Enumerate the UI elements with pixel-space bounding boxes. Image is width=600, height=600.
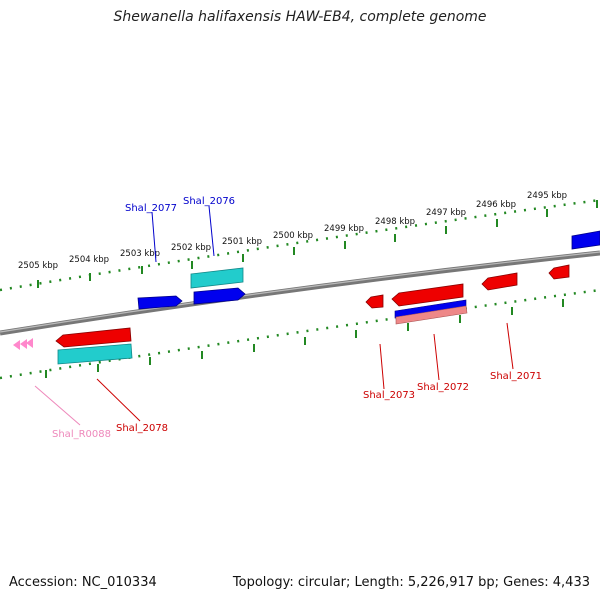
- outer-tick-ring: [0, 198, 600, 292]
- gene-label-shal-2073[interactable]: Shal_2073: [363, 390, 415, 401]
- gene-red-right-feature[interactable]: [548, 264, 570, 280]
- rna-shal-r0088-feature[interactable]: [20, 339, 27, 349]
- kbp-label: 2504 kbp: [69, 255, 109, 265]
- gene-shal-2073-feature[interactable]: [365, 294, 384, 309]
- accession-text: Accession: NC_010334: [9, 575, 157, 590]
- rna-features: [13, 338, 33, 350]
- kbp-label: 2503 kbp: [120, 249, 160, 259]
- kbp-label: 2505 kbp: [18, 261, 58, 271]
- rna-shal-r0088-feature[interactable]: [13, 340, 20, 350]
- kbp-label: 2501 kbp: [222, 237, 262, 247]
- rna-shal-r0088-feature[interactable]: [26, 338, 33, 348]
- genome-info-text: Topology: circular; Length: 5,226,917 bp…: [232, 575, 590, 590]
- kbp-label: 2498 kbp: [375, 217, 415, 227]
- gene-shal-2072-pink-feature[interactable]: [395, 305, 468, 325]
- gene-label-shal-2071[interactable]: Shal_2071: [490, 371, 542, 382]
- kbp-label: 2495 kbp: [527, 191, 567, 201]
- forward-cds-features: [137, 230, 600, 319]
- genome-backbone-highlight: [0, 251, 600, 333]
- gene-shal-2077-feature[interactable]: [137, 295, 183, 310]
- inner-major-ticks: [45, 299, 564, 378]
- gene-shal-2071-feature[interactable]: [481, 272, 518, 291]
- gene-label-shal-r0088[interactable]: Shal_R0088: [52, 429, 111, 440]
- outer-major-ticks: [37, 200, 598, 288]
- cyan-features: [57, 267, 244, 365]
- gene-shal-2076-feature[interactable]: [193, 287, 246, 305]
- gene-shal-2078-cyan-feature[interactable]: [57, 343, 133, 365]
- inner-tick-ring: [0, 288, 600, 380]
- kbp-label: 2497 kbp: [426, 208, 466, 218]
- leader-lines: [34, 205, 514, 426]
- map-title: Shewanella halifaxensis HAW-EB4, complet…: [113, 9, 487, 25]
- gene-label-shal-2078[interactable]: Shal_2078: [116, 423, 168, 434]
- genome-backbone: [0, 250, 600, 336]
- gene-forward-right-feature[interactable]: [571, 230, 600, 250]
- gene-label-shal-2076[interactable]: Shal_2076: [183, 196, 235, 207]
- kbp-label: 2496 kbp: [476, 200, 516, 210]
- kbp-label: 2499 kbp: [324, 224, 364, 234]
- gene-label-shal-2077[interactable]: Shal_2077: [125, 203, 177, 214]
- gene-label-shal-2072[interactable]: Shal_2072: [417, 382, 469, 393]
- gene-shal-2078-feature[interactable]: [55, 327, 132, 348]
- gene-shal-2076-cyan-feature[interactable]: [190, 267, 244, 289]
- kbp-label: 2502 kbp: [171, 243, 211, 253]
- kbp-label: 2500 kbp: [273, 231, 313, 241]
- gene-shal-2072-feature[interactable]: [391, 283, 464, 307]
- reverse-cds-features: [55, 264, 570, 348]
